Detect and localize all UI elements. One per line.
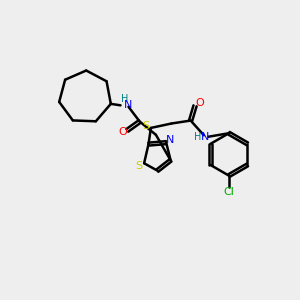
Text: H: H (121, 94, 128, 104)
Text: N: N (201, 132, 209, 142)
Text: S: S (142, 121, 149, 130)
Text: S: S (135, 160, 142, 171)
Text: O: O (196, 98, 204, 108)
Text: O: O (118, 127, 127, 137)
Text: Cl: Cl (224, 187, 234, 197)
Text: H: H (194, 132, 201, 142)
Text: N: N (124, 100, 133, 110)
Text: N: N (166, 135, 174, 145)
